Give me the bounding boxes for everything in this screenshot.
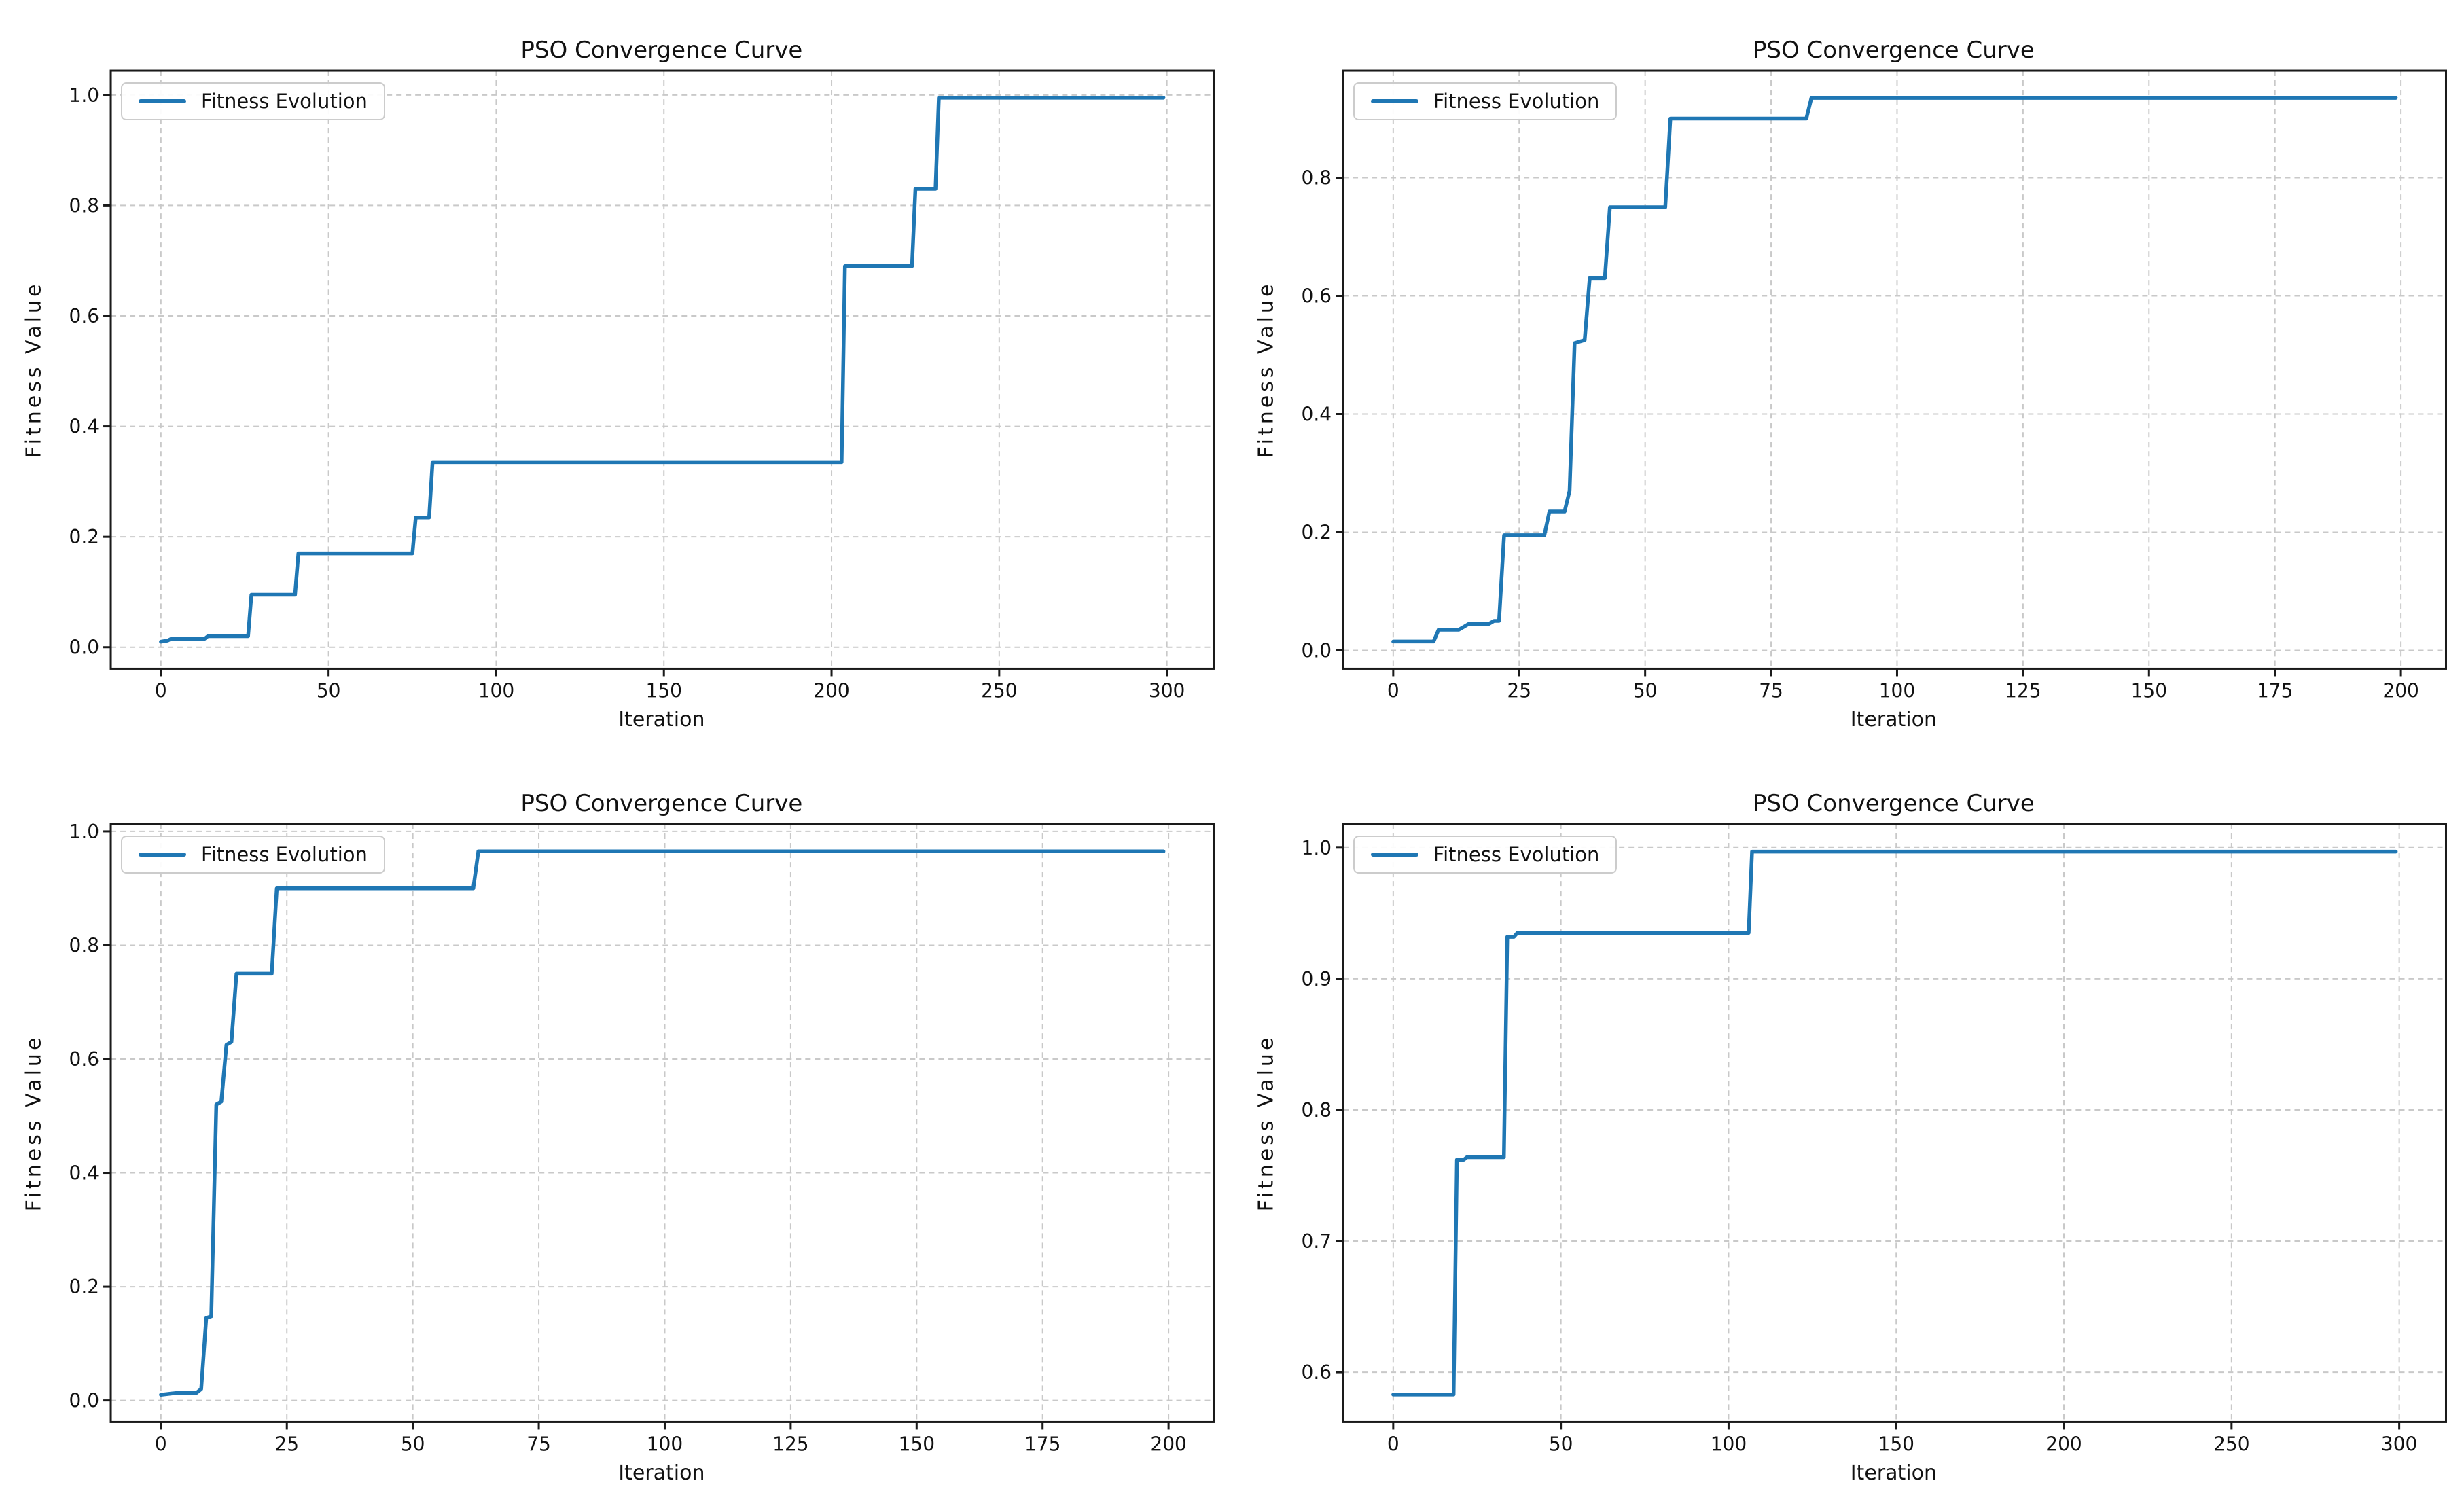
y-tick-label: 0.6 bbox=[1301, 1361, 1332, 1384]
x-tick-label: 50 bbox=[1632, 679, 1657, 702]
x-tick-label: 150 bbox=[2130, 679, 2166, 702]
legend-label: Fitness Evolution bbox=[1433, 90, 1600, 113]
x-tick-label: 100 bbox=[1878, 679, 1914, 702]
y-tick-label: 0.6 bbox=[69, 1048, 100, 1071]
x-tick-label: 250 bbox=[981, 679, 1017, 702]
fitness-evolution-line bbox=[1391, 96, 2397, 644]
x-tick-label: 0 bbox=[155, 679, 167, 702]
fitness-evolution-line bbox=[1391, 849, 2397, 1397]
y-tick-label: 0.8 bbox=[69, 194, 100, 217]
x-tick-label: 250 bbox=[2213, 1433, 2249, 1455]
y-axis-label: Fitness Value bbox=[1254, 281, 1278, 459]
y-axis-label: Fitness Value bbox=[22, 1034, 46, 1211]
x-tick-label: 50 bbox=[317, 679, 341, 702]
chart-panel-bottom-right: 0 50 100 150 200 250 300 0.6 0.7 0.8 0.9 1.0 PSO Co… bbox=[1232, 753, 2464, 1506]
x-tick-label: 0 bbox=[1387, 679, 1399, 702]
x-tick-label: 175 bbox=[1024, 1433, 1060, 1455]
y-tick-label: 0.2 bbox=[69, 526, 100, 548]
x-tick-label: 200 bbox=[2382, 679, 2418, 702]
x-tick-label: 0 bbox=[155, 1433, 167, 1455]
x-tick-label: 125 bbox=[772, 1433, 808, 1455]
plot-area: 0 50 100 150 200 250 300 0.6 0.7 0.8 0.9 1.0 bbox=[1301, 823, 2447, 1455]
y-tick-label: 0.2 bbox=[69, 1276, 100, 1298]
x-tick-label: 50 bbox=[401, 1433, 425, 1455]
x-tick-label: 300 bbox=[2380, 1433, 2416, 1455]
x-tick-label: 150 bbox=[899, 1433, 935, 1455]
legend: Fitness Evolution bbox=[1353, 835, 1618, 874]
legend-line-swatch bbox=[139, 99, 186, 103]
x-tick-label: 75 bbox=[1759, 679, 1783, 702]
y-tick-label: 0.8 bbox=[69, 934, 100, 956]
x-tick-label: 150 bbox=[646, 679, 682, 702]
y-tick-label: 0.9 bbox=[1301, 967, 1332, 990]
x-tick-label: 200 bbox=[1150, 1433, 1186, 1455]
x-tick-label: 100 bbox=[1710, 1433, 1746, 1455]
y-tick-label: 0.7 bbox=[1301, 1230, 1332, 1253]
legend: Fitness Evolution bbox=[1353, 82, 1618, 120]
legend: Fitness Evolution bbox=[121, 835, 385, 874]
y-tick-label: 0.0 bbox=[69, 1389, 100, 1412]
fitness-evolution-line bbox=[159, 849, 1166, 1397]
x-tick-label: 100 bbox=[647, 1433, 683, 1455]
axes-spines bbox=[109, 823, 1215, 1423]
y-tick-label: 0.6 bbox=[69, 305, 100, 327]
y-tick-label: 0.6 bbox=[1301, 285, 1332, 308]
x-axis-label: Iteration bbox=[1850, 1460, 1937, 1485]
y-tick-label: 0.4 bbox=[69, 416, 100, 438]
axes-spines bbox=[1342, 69, 2447, 670]
y-tick-label: 0.0 bbox=[1301, 639, 1332, 662]
chart-panel-bottom-left: 0 25 50 75 100 125 150 175 200 0.0 0.2 0.4 0.6 0.8 1.0… bbox=[0, 753, 1232, 1506]
legend: Fitness Evolution bbox=[121, 82, 385, 120]
y-tick-label: 1.0 bbox=[69, 84, 100, 107]
chart-title: PSO Convergence Curve bbox=[1752, 37, 2035, 64]
legend-line-swatch bbox=[1370, 852, 1418, 857]
x-tick-label: 200 bbox=[2046, 1433, 2082, 1455]
y-tick-label: 0.0 bbox=[69, 637, 100, 659]
y-tick-label: 1.0 bbox=[69, 820, 100, 842]
x-tick-label: 75 bbox=[526, 1433, 551, 1455]
x-tick-label: 100 bbox=[478, 679, 514, 702]
chart-title: PSO Convergence Curve bbox=[520, 789, 803, 817]
y-tick-label: 0.2 bbox=[1301, 521, 1332, 543]
x-tick-label: 50 bbox=[1548, 1433, 1573, 1455]
fitness-evolution-line bbox=[159, 96, 1166, 644]
x-tick-label: 200 bbox=[813, 679, 849, 702]
y-tick-label: 1.0 bbox=[1301, 836, 1332, 859]
y-tick-label: 0.8 bbox=[1301, 1098, 1332, 1121]
axes-spines bbox=[1342, 823, 2447, 1423]
chart-title: PSO Convergence Curve bbox=[520, 37, 803, 64]
axes-spines bbox=[109, 69, 1215, 670]
y-tick-label: 0.8 bbox=[1301, 167, 1332, 190]
x-tick-label: 25 bbox=[274, 1433, 299, 1455]
chart-panel-top-left: 0 50 100 150 200 250 300 0.0 0.2 0.4 0.6 0.8 1.0 PSO… bbox=[0, 0, 1232, 753]
y-tick-label: 0.4 bbox=[1301, 403, 1332, 425]
chart-title: PSO Convergence Curve bbox=[1752, 789, 2035, 817]
x-axis-label: Iteration bbox=[618, 708, 705, 732]
legend-line-swatch bbox=[139, 852, 186, 857]
x-tick-label: 300 bbox=[1149, 679, 1185, 702]
legend-label: Fitness Evolution bbox=[1433, 842, 1600, 866]
x-tick-label: 125 bbox=[2005, 679, 2041, 702]
legend-label: Fitness Evolution bbox=[201, 842, 368, 866]
chart-panel-top-right: 0 25 50 75 100 125 150 175 200 0.0 0.2 0.4 0.6 0.8 PS… bbox=[1232, 0, 2464, 753]
x-tick-label: 175 bbox=[2256, 679, 2292, 702]
y-tick-label: 0.4 bbox=[69, 1162, 100, 1184]
y-axis-label: Fitness Value bbox=[1254, 1034, 1278, 1211]
y-axis-label: Fitness Value bbox=[22, 281, 46, 459]
x-tick-label: 0 bbox=[1387, 1433, 1399, 1455]
legend-line-swatch bbox=[1370, 99, 1418, 103]
x-tick-label: 150 bbox=[1878, 1433, 1914, 1455]
plot-area: 0 25 50 75 100 125 150 175 200 0.0 0.2 0.4 0.6 0.8 bbox=[1301, 69, 2447, 702]
x-axis-label: Iteration bbox=[1850, 708, 1937, 732]
x-tick-label: 25 bbox=[1507, 679, 1531, 702]
legend-label: Fitness Evolution bbox=[201, 90, 368, 113]
x-axis-label: Iteration bbox=[618, 1460, 705, 1485]
plot-area: 0 25 50 75 100 125 150 175 200 0.0 0.2 0.4 0.6 0.8 1.0 bbox=[69, 820, 1215, 1455]
